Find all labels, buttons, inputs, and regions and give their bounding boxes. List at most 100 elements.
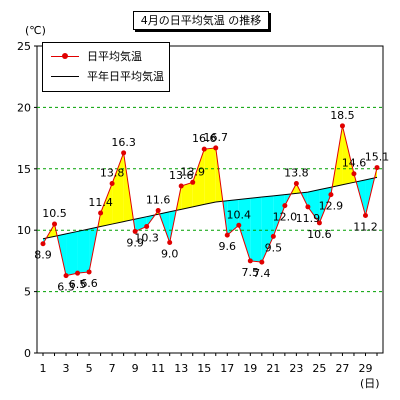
normal-temperature-line (42, 176, 378, 240)
data-label: 6.5 (69, 278, 87, 291)
data-label: 10.4 (227, 208, 252, 221)
data-label: 11.2 (353, 220, 378, 233)
daily-point (316, 220, 322, 226)
above-normal-area (204, 147, 216, 205)
data-label: 10.5 (42, 207, 67, 220)
data-label: 11.9 (296, 212, 321, 225)
x-tick-label: 3 (63, 362, 70, 375)
x-tick-label: 15 (197, 362, 211, 375)
below-normal-area (77, 228, 90, 274)
x-unit-label: (日) (360, 377, 380, 390)
legend: 日平均気温 平年日平均気温 (42, 42, 170, 92)
daily-marker-swatch (62, 53, 68, 59)
y-tick-label: 5 (24, 286, 31, 299)
below-normal-area (250, 197, 262, 263)
data-label: 16.6 (192, 132, 217, 145)
data-label: 9.6 (219, 240, 237, 253)
data-label: 13.8 (284, 167, 309, 180)
data-label: 8.9 (34, 249, 52, 262)
legend-label-normal: 平年日平均気温 (87, 70, 164, 83)
x-tick-label: 29 (358, 362, 372, 375)
x-tick-label: 27 (335, 362, 349, 375)
daily-point (132, 228, 138, 234)
x-tick-label: 7 (109, 362, 116, 375)
data-label: 6.6 (80, 277, 98, 290)
y-tick-label: 20 (17, 101, 31, 114)
daily-point (98, 210, 104, 216)
below-normal-area (319, 187, 331, 223)
daily-point (374, 165, 380, 171)
daily-point (63, 273, 69, 279)
daily-temperature-line (42, 125, 378, 277)
daily-point (121, 150, 127, 156)
data-label: 16.3 (111, 136, 136, 149)
data-label: 10.6 (307, 228, 332, 241)
x-tick-label: 5 (86, 362, 93, 375)
daily-point (155, 208, 161, 214)
x-tick-label: 17 (220, 362, 234, 375)
daily-point (190, 179, 196, 185)
y-tick-label: 15 (17, 163, 31, 176)
daily-point (167, 239, 173, 245)
daily-point (362, 212, 368, 218)
legend-item-normal: 平年日平均気温 (43, 69, 169, 85)
daily-point (144, 224, 150, 230)
legend-item-daily: 日平均気温 (43, 49, 169, 65)
below-normal-area (66, 231, 78, 276)
y-tick-label: 25 (17, 40, 31, 53)
daily-point (236, 222, 242, 228)
x-tick-label: 23 (289, 362, 303, 375)
data-label: 10.3 (134, 232, 159, 245)
data-label: 16.7 (204, 131, 229, 144)
data-label: 13.8 (100, 167, 125, 180)
data-label: 13.6 (169, 169, 194, 182)
below-normal-area (238, 198, 251, 261)
legend-label-daily: 日平均気温 (87, 50, 142, 63)
data-label: 13.9 (180, 165, 205, 178)
daily-point (339, 123, 345, 129)
y-tick-label: 10 (17, 224, 31, 237)
data-label: 14.6 (342, 157, 367, 170)
data-label: 9.0 (161, 247, 179, 260)
below-normal-area (227, 199, 239, 236)
data-label: 11.4 (88, 196, 113, 209)
daily-point (305, 204, 311, 210)
daily-point (109, 181, 115, 187)
above-normal-area (342, 125, 354, 185)
x-tick-label: 21 (266, 362, 280, 375)
data-label: 11.6 (146, 194, 171, 207)
below-normal-area (273, 194, 285, 237)
data-label: 9.5 (265, 241, 283, 254)
daily-point (201, 146, 207, 152)
daily-point (282, 203, 288, 209)
below-normal-area (261, 195, 274, 263)
x-tick-label: 19 (243, 362, 257, 375)
normal-line-swatch (51, 76, 79, 77)
above-normal-area (100, 183, 113, 227)
data-label: 7.4 (253, 267, 271, 280)
daily-point (86, 269, 92, 275)
daily-point (213, 145, 219, 151)
daily-point (351, 171, 357, 177)
daily-point (224, 232, 230, 238)
daily-point (40, 241, 46, 247)
x-tick-label: 13 (174, 362, 188, 375)
daily-point (52, 221, 58, 227)
daily-point (259, 259, 265, 265)
below-normal-area (307, 189, 320, 223)
y-unit-label: (℃) (25, 24, 46, 37)
above-normal-area (112, 152, 124, 225)
above-normal-area (181, 182, 193, 210)
data-label: 12.0 (273, 211, 298, 224)
daily-point (247, 258, 253, 264)
daily-point (328, 192, 334, 198)
data-label: 6.3 (57, 281, 75, 294)
daily-point (270, 233, 276, 239)
daily-point (75, 270, 81, 276)
above-normal-area (192, 149, 205, 207)
daily-point (178, 183, 184, 189)
data-label: 9.9 (126, 236, 144, 249)
x-tick-label: 1 (40, 362, 47, 375)
data-label: 18.5 (330, 109, 355, 122)
